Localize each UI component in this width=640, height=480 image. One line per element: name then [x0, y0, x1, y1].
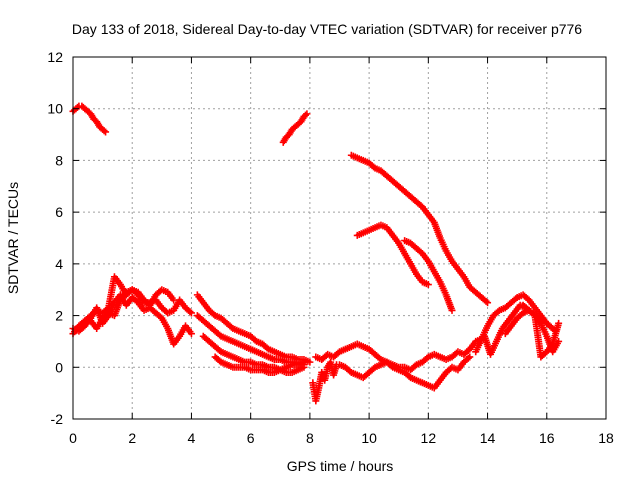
x-tick-label: 6 [247, 430, 255, 446]
y-tick-label: 4 [55, 256, 63, 272]
data-point [484, 299, 492, 307]
series-arc-descending-short [401, 237, 456, 314]
plot-frame [72, 56, 607, 420]
data-point [186, 308, 194, 316]
series-arc-early-low-b [69, 291, 195, 348]
series-arc-mid-d [211, 353, 308, 376]
x-tick-label: 18 [598, 430, 614, 446]
y-tick-label: 2 [55, 308, 63, 324]
data-point [306, 358, 314, 366]
data-point [301, 111, 309, 119]
y-tick-label: 6 [55, 204, 63, 220]
data-point [448, 306, 456, 314]
data-point [170, 296, 178, 304]
x-tick-label: 12 [421, 430, 437, 446]
data-point [73, 103, 81, 111]
y-tick-label: -2 [51, 411, 64, 427]
series-arc-long-descending [347, 151, 492, 307]
chart-title: Day 133 of 2018, Sidereal Day-to-day VTE… [72, 21, 582, 37]
grid [73, 57, 606, 419]
data-point [464, 354, 472, 362]
y-tick-label: 10 [47, 101, 63, 117]
series-arc-hump [353, 221, 432, 289]
x-tick-label: 0 [69, 430, 77, 446]
x-tick-label: 14 [480, 430, 496, 446]
x-tick-label: 8 [306, 430, 314, 446]
x-tick-label: 10 [361, 430, 377, 446]
data-point [187, 330, 195, 338]
series-arc-early-low-c [87, 286, 195, 332]
x-tick-label: 2 [128, 430, 136, 446]
data-point [303, 110, 311, 118]
x-axis-label: GPS time / hours [287, 458, 394, 474]
y-tick-label: 8 [55, 152, 63, 168]
data-point [482, 297, 490, 305]
data-point [102, 128, 110, 136]
data-point [100, 127, 108, 135]
series-layer [69, 102, 563, 405]
data-point [187, 309, 195, 317]
data-point [466, 353, 474, 361]
series-arc-dip [309, 358, 341, 405]
x-tick-label: 4 [188, 430, 196, 446]
series-arc-short-rising [279, 110, 311, 146]
series-arc-late-low-b [336, 353, 474, 392]
data-point [300, 363, 308, 371]
x-tick-label: 16 [539, 430, 555, 446]
ticks: 0 2 4 6 8 10 12 14 16 18 -2 0 2 4 6 8 10 12 [47, 49, 614, 446]
series-arc-end-d [519, 301, 563, 361]
y-axis-label: SDTVAR / TECUs [5, 182, 21, 294]
data-point [424, 281, 432, 289]
y-tick-label: 12 [47, 49, 63, 65]
data-point [555, 319, 563, 327]
y-tick-label: 0 [55, 359, 63, 375]
